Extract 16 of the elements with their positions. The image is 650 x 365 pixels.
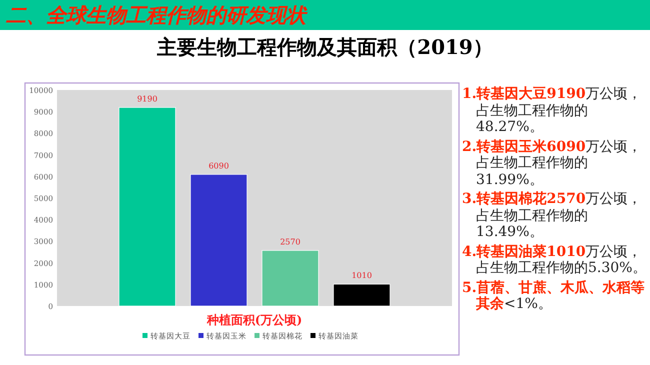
bar	[333, 284, 390, 306]
text: 1.转基因大豆9190万公顷，占生物工程作物的48.27%。	[462, 86, 643, 136]
data-label: 1010	[352, 271, 372, 280]
x-axis-title: 种植面积(万公顷)	[206, 313, 302, 327]
bar	[262, 250, 319, 306]
text: 3.转基因棉花2570万公顷，占生物工程作物的13.49%。	[462, 191, 643, 240]
bar	[118, 107, 176, 306]
text: 4.转基因油菜1010万公顷，占生物工程作物的5.30%。	[462, 244, 648, 276]
data-label: 6090	[208, 161, 229, 170]
data-label: 9190	[137, 94, 158, 104]
text: 5.苜蓿、甘蔗、木瓜、水稻等其余<1%。	[462, 280, 646, 312]
text: 二、全球生物工程作物的研发现状	[6, 2, 306, 29]
data-label: 2570	[280, 237, 300, 246]
bar	[190, 174, 248, 306]
chart-title: 主要生物工程作物及其面积（2019）	[156, 34, 494, 61]
text: 2.转基因玉米6090万公顷，占生物工程作物的31.99%。	[462, 138, 643, 188]
